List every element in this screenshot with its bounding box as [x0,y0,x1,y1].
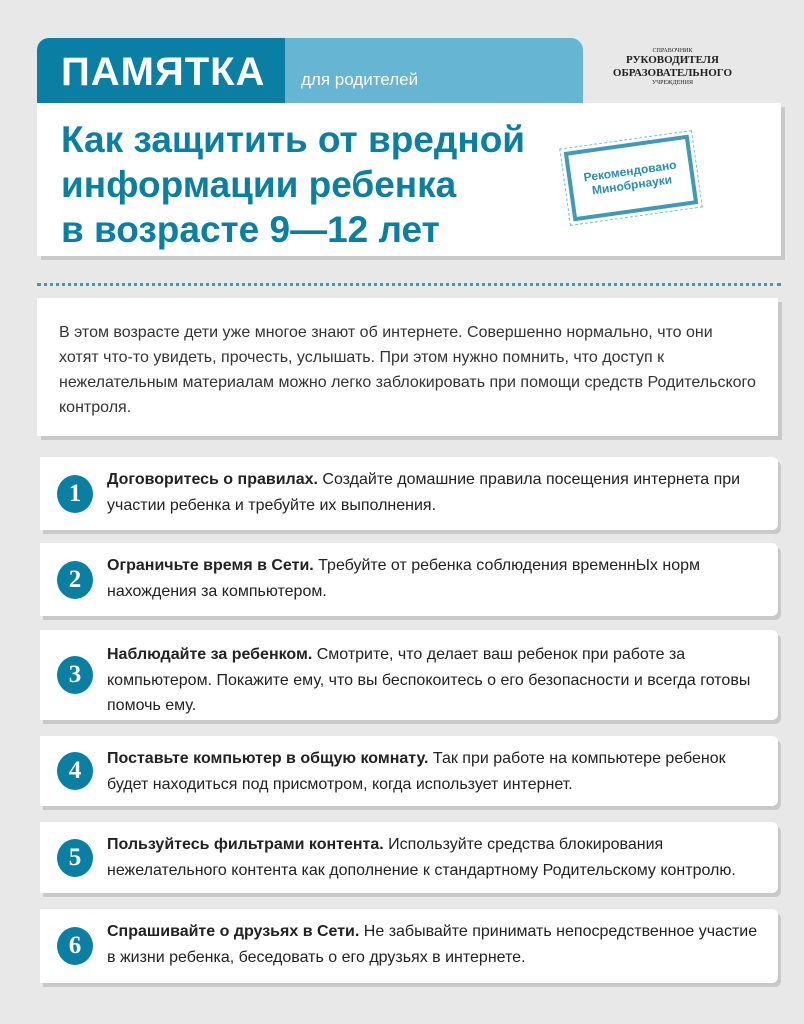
tip-text: Смотрите, что делает ваш ребенок при раб… [107,646,751,714]
logo-line: СПРАВОЧНИК [652,48,693,54]
tip-text: Используйте средства блокирования нежела… [107,836,736,879]
tip-item: 6 Спрашивайте о друзьях в Сети. Не забыва… [40,909,778,983]
tip-heading: Ограничьте время в Сети. [107,557,314,574]
dotted-divider [37,283,781,286]
number-badge: 2 [57,560,93,599]
title-box: Как защитить от вредной информации ребен… [37,103,781,256]
title-line: в возрасте 9—12 лет [61,209,440,250]
logo-line: ОБРАЗОВАТЕЛЬНОГО [612,67,733,79]
tip-heading: Поставьте компьютер в общую комнату. [107,750,429,767]
title-line: Как защитить от вредной [61,119,526,160]
page-title: Как защитить от вредной информации ребен… [61,117,525,252]
tip-heading: Спрашивайте о друзьях в Сети. [107,923,360,940]
logo-line: УЧРЕЖДЕНИЯ [652,80,693,86]
tip-item: 3 Наблюдайте за ребенком. Смотрите, что д… [40,630,778,720]
number-badge: 4 [57,752,93,790]
tip-text: Требуйте от ребенка соблюдения временнЫх… [107,557,700,600]
audience-tab: для родителей [285,38,583,103]
number-badge: 5 [57,838,93,877]
title-line: информации ребенка [61,164,457,205]
tip-item: 1 Договоритесь о правилах. Создайте домаш… [40,457,778,530]
logo-line: РУКОВОДИТЕЛЯ [626,54,719,66]
intro-text: В этом возрасте дети уже многое знают об… [37,298,778,436]
tip-text: Так при работе на компьютере ребенок буд… [107,750,726,793]
publisher-logo: СПРАВОЧНИК РУКОВОДИТЕЛЯ ОБРАЗОВАТЕЛЬНОГО… [600,48,745,86]
number-badge: 6 [57,927,93,965]
tip-text: Не забывайте принимать непосредственное … [107,923,758,966]
tip-item: 2 Ограничьте время в Сети. Требуйте от ре… [40,543,778,616]
memo-tab: ПАМЯТКА [37,38,285,103]
tip-item: 5 Пользуйтесь фильтрами контента. Использ… [40,822,778,893]
number-badge: 3 [57,656,93,694]
recommended-stamp: Рекомендовано Минобрнауки [559,129,703,227]
tip-heading: Договоритесь о правилах. [107,471,318,488]
tip-heading: Наблюдайте за ребенком. [107,646,313,663]
tip-text: Создайте домашние правила посещения инте… [107,471,741,514]
tip-heading: Пользуйтесь фильтрами контента. [107,836,384,853]
tip-item: 4 Поставьте компьютер в общую комнату. Та… [40,736,778,806]
number-badge: 1 [57,474,93,513]
